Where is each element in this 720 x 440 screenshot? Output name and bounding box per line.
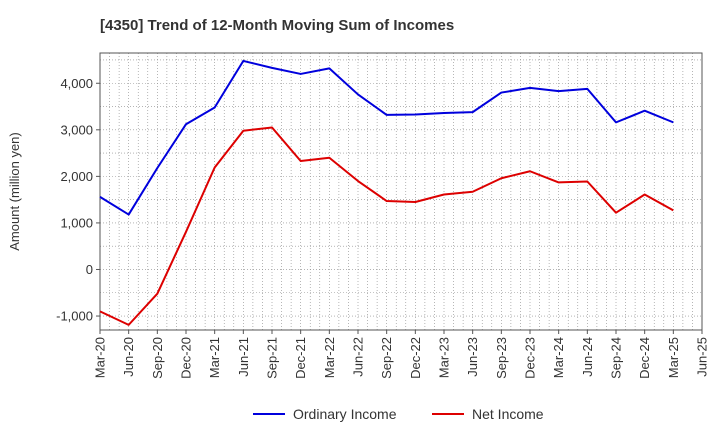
x-tick-label: Mar-24 <box>551 337 566 378</box>
x-tick-label: Sep-20 <box>150 337 165 379</box>
x-tick-label: Jun-20 <box>121 337 136 377</box>
x-tick-label: Mar-23 <box>437 337 452 378</box>
x-tick-label: Sep-23 <box>494 337 509 379</box>
x-tick-label: Dec-23 <box>523 337 538 379</box>
y-tick-label: -1,000 <box>56 309 93 324</box>
x-tick-label: Sep-22 <box>379 337 394 379</box>
chart-title: [4350] Trend of 12-Month Moving Sum of I… <box>100 17 454 34</box>
plot-area-frame <box>99 52 703 331</box>
series-line-ordinary-income <box>99 59 674 216</box>
x-tick-label: Jun-23 <box>465 337 480 377</box>
x-tick-label: Jun-25 <box>695 337 710 377</box>
series-line-net-income <box>99 126 674 326</box>
y-tick-label: 2,000 <box>60 169 93 184</box>
y-axis-ticks: -1,000 0 1,000 2,000 3,000 4,000 <box>56 76 100 324</box>
x-tick-label: Dec-21 <box>293 337 308 379</box>
legend-label-net-income: Net Income <box>472 406 544 422</box>
x-tick-label: Mar-25 <box>666 337 681 378</box>
x-tick-label: Jun-22 <box>351 337 366 377</box>
x-tick-label: Sep-24 <box>609 337 624 379</box>
x-tick-label: Mar-21 <box>207 337 222 378</box>
x-tick-label: Sep-21 <box>265 337 280 379</box>
x-tick-label: Jun-24 <box>580 337 595 377</box>
x-axis-ticks: Mar-20 Jun-20 Sep-20 Dec-20 Mar-21 Jun-21 Sep-… <box>93 330 710 379</box>
x-tick-label: Mar-22 <box>322 337 337 378</box>
legend: Ordinary Income Net Income <box>253 406 544 422</box>
x-tick-label: Dec-20 <box>179 337 194 379</box>
y-tick-label: 4,000 <box>60 76 93 91</box>
legend-label-ordinary-income: Ordinary Income <box>293 406 397 422</box>
x-tick-label: Jun-21 <box>236 337 251 377</box>
y-tick-label: 0 <box>86 262 93 277</box>
series-lines <box>99 59 674 326</box>
x-tick-label: Dec-24 <box>637 337 652 379</box>
y-tick-label: 3,000 <box>60 122 93 137</box>
y-tick-label: 1,000 <box>60 215 93 230</box>
grid <box>100 53 702 330</box>
y-axis-label: Amount (million yen) <box>7 132 22 251</box>
x-tick-label: Mar-20 <box>93 337 108 378</box>
x-tick-label: Dec-22 <box>408 337 423 379</box>
